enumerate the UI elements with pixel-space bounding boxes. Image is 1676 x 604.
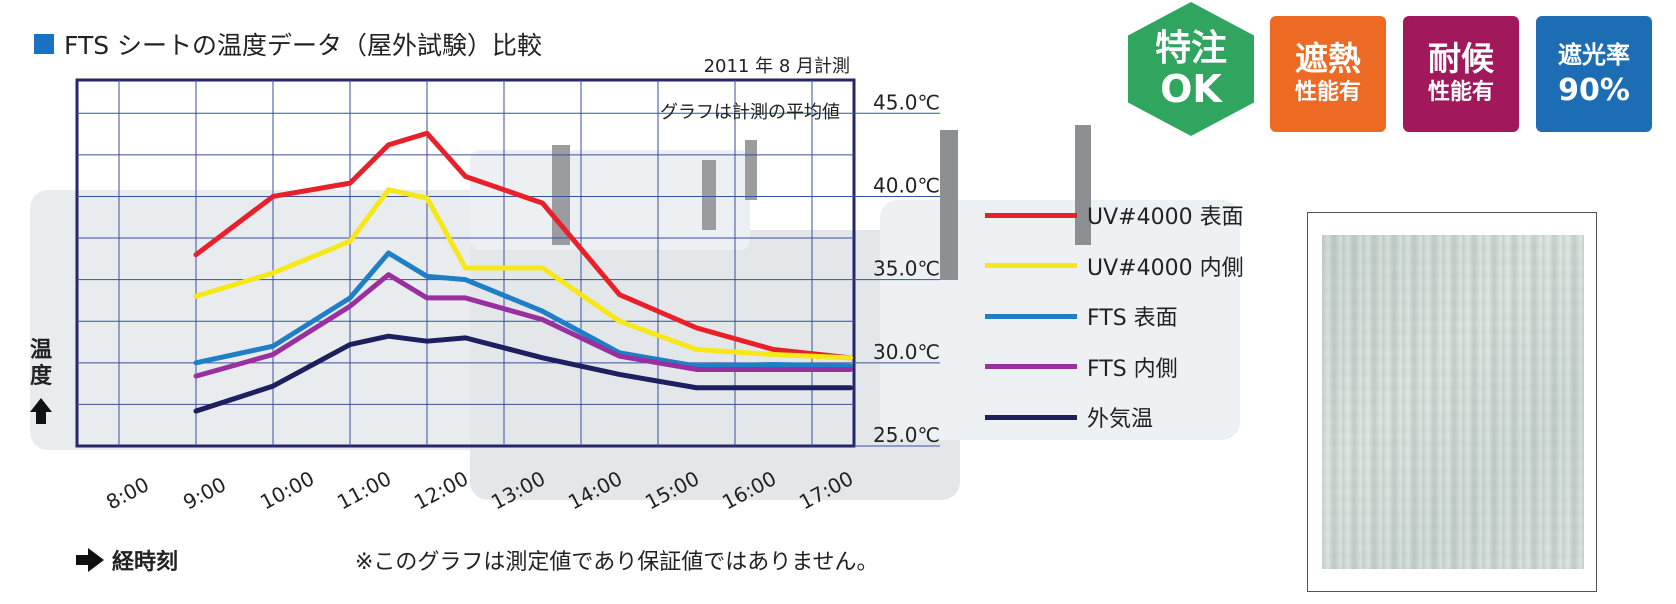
x-tick-label: 9:00 — [179, 472, 230, 514]
legend-item-4: 外気温 — [985, 392, 1244, 443]
chart-title-block: FTS シートの温度データ（屋外試験）比較 — [34, 26, 542, 62]
legend-swatch — [985, 313, 1077, 319]
legend-label: 外気温 — [1087, 407, 1154, 433]
x-tick-label: 10:00 — [256, 466, 318, 514]
badge-custom-order-line1: 特注 — [1154, 28, 1227, 69]
series-line-1 — [193, 187, 853, 361]
badge-shading-rate-line1: 遮光率 — [1558, 41, 1630, 69]
legend-swatch — [985, 364, 1077, 370]
badge-custom-order-line2: OK — [1160, 67, 1222, 111]
legend-item-2: FTS 表面 — [985, 291, 1244, 342]
x-tick-label: 11:00 — [333, 466, 395, 514]
cargo-post-4 — [702, 160, 716, 230]
chart-title: FTS シートの温度データ（屋外試験）比較 — [64, 31, 543, 60]
x-tick-label: 12:00 — [410, 466, 472, 514]
badge-shading-rate: 遮光率 90% — [1536, 16, 1652, 132]
series-line-3 — [193, 272, 853, 379]
arrow-right-icon — [76, 548, 104, 572]
badge-heat-shield-line1: 遮熱 — [1295, 39, 1361, 78]
sheet-sample-image — [1322, 235, 1584, 569]
x-axis-title-block: 経時刻 — [76, 544, 179, 576]
cargo-post-2 — [1075, 125, 1091, 245]
x-tick-label: 8:00 — [102, 472, 153, 514]
disclaimer-note: ※このグラフは測定値であり保証値ではありません。 — [355, 550, 879, 575]
x-axis-title: 経時刻 — [112, 550, 179, 575]
badge-weather-resistance: 耐候 性能有 — [1403, 16, 1519, 132]
legend-label: UV#4000 内側 — [1087, 255, 1244, 281]
badge-weather-resistance-line2: 性能有 — [1427, 80, 1494, 105]
cargo-post-1 — [940, 130, 958, 280]
series-layer — [193, 130, 853, 414]
badge-shading-rate-line2: 90% — [1558, 73, 1630, 108]
series-line-0 — [193, 130, 853, 361]
legend-swatch — [985, 414, 1077, 420]
grid-layer — [75, 78, 940, 448]
title-square-icon — [34, 34, 54, 54]
legend-swatch — [985, 263, 1077, 269]
legend-swatch — [985, 212, 1077, 218]
y-tick-label: 45.0℃ — [873, 90, 940, 114]
cargo-shape-3 — [880, 200, 1240, 440]
badge-heat-shield-line2: 性能有 — [1294, 80, 1361, 105]
y-tick-label: 40.0℃ — [873, 173, 940, 197]
chart-subtitle: 2011 年 8 月計測 — [704, 56, 850, 77]
legend-item-1: UV#4000 内側 — [985, 241, 1244, 292]
cargo-post-5 — [745, 140, 757, 200]
series-line-2 — [193, 250, 853, 369]
legend-item-3: FTS 内側 — [985, 342, 1244, 393]
series-line-4 — [193, 333, 853, 414]
y-tick-label: 35.0℃ — [873, 257, 940, 281]
y-tick-label: 25.0℃ — [873, 423, 940, 447]
cargo-shape-4 — [470, 150, 750, 250]
cargo-shape-1 — [30, 190, 500, 450]
legend-label: UV#4000 表面 — [1087, 205, 1244, 231]
badge-heat-shield: 遮熱 性能有 — [1270, 16, 1386, 132]
badge-custom-order: 特注 OK — [1128, 2, 1254, 136]
plot-frame — [75, 78, 856, 448]
y-tick-label: 30.0℃ — [873, 340, 940, 364]
legend-label: FTS 内側 — [1087, 356, 1178, 382]
badge-weather-resistance-line1: 耐候 — [1428, 39, 1494, 78]
y-axis-title: 温度 — [29, 338, 52, 389]
legend-label: FTS 表面 — [1087, 306, 1178, 332]
chart-annotation: グラフは計測の平均値 — [660, 102, 840, 123]
chart-legend: UV#4000 表面 UV#4000 内側 FTS 表面 FTS 内側 外気温 — [985, 190, 1244, 443]
sheet-sample-frame — [1307, 212, 1597, 592]
legend-item-0: UV#4000 表面 — [985, 190, 1244, 241]
arrow-up-icon — [30, 398, 52, 424]
